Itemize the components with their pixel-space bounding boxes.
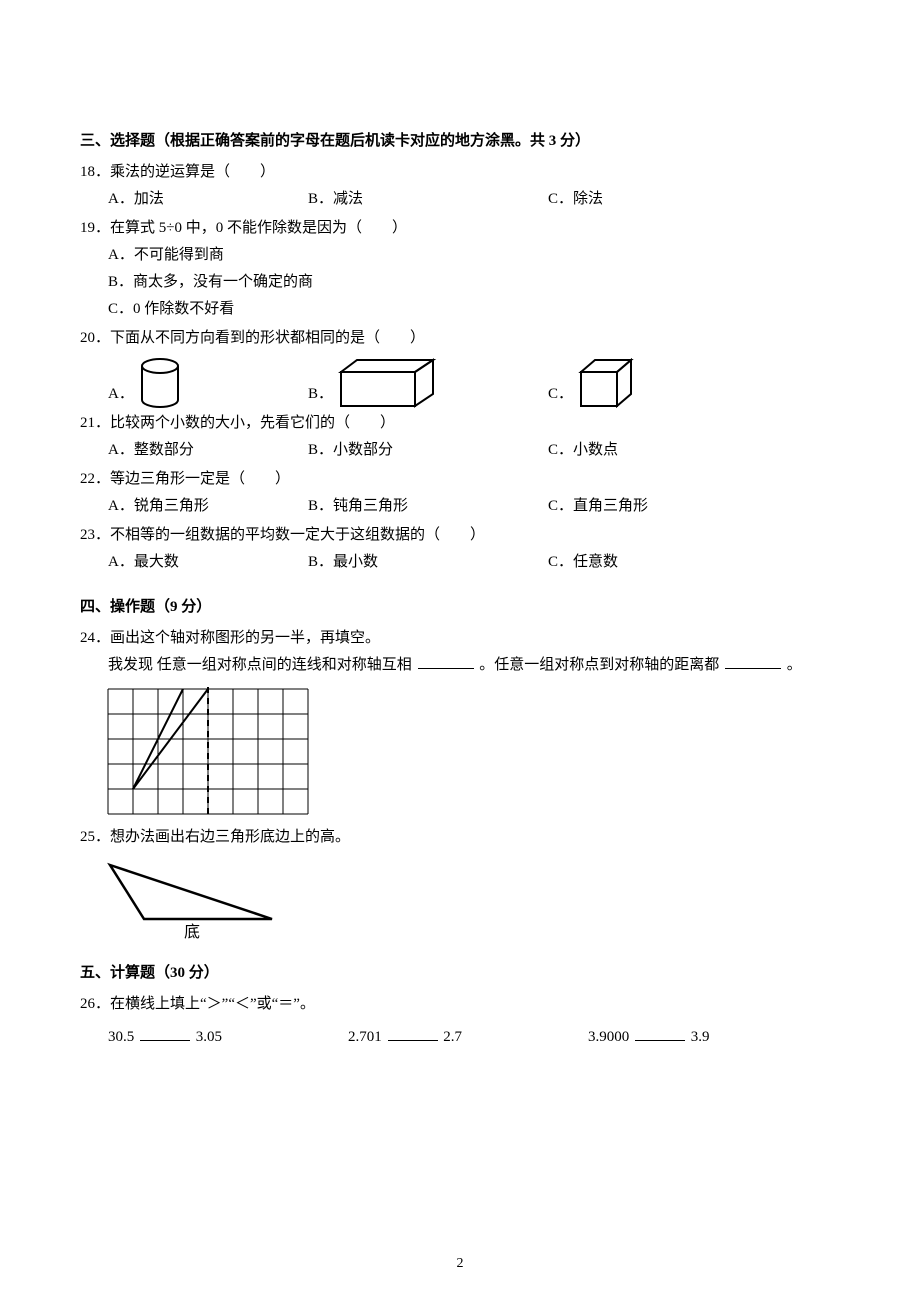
q22: 22．等边三角形一定是（ ） A．锐角三角形 B．钝角三角形 C．直角三角形	[80, 466, 840, 520]
triangle-icon: 底	[104, 857, 284, 942]
cylinder-icon	[138, 358, 182, 408]
cuboid-icon	[337, 358, 437, 408]
page-number: 2	[0, 1251, 920, 1276]
q24-text: 24．画出这个轴对称图形的另一半，再填空。	[80, 625, 840, 652]
q20-opt-a: A．	[108, 358, 308, 408]
q26-item-2: 3.9000 3.9	[588, 1024, 828, 1051]
section5-title: 五、计算题（30 分）	[80, 960, 840, 987]
q18-opt-b: B．减法	[308, 186, 548, 213]
q20-opt-b: B．	[308, 358, 548, 408]
q24-fill-end: 。	[787, 657, 802, 673]
q21-opt-c: C．小数点	[548, 437, 748, 464]
q21: 21．比较两个小数的大小，先看它们的（ ） A．整数部分 B．小数部分 C．小数…	[80, 410, 840, 464]
q19-opt-c: C．0 作除数不好看	[108, 296, 840, 323]
q23-opt-b: B．最小数	[308, 549, 548, 576]
q26-1-blank	[388, 1025, 438, 1041]
q26-0-right: 3.05	[196, 1029, 222, 1045]
q19-opt-b: B．商太多，没有一个确定的商	[108, 269, 840, 296]
symmetry-grid-icon	[104, 685, 312, 818]
q21-text: 21．比较两个小数的大小，先看它们的（ ）	[80, 410, 840, 437]
q19: 19．在算式 5÷0 中，0 不能作除数是因为（ ） A．不可能得到商 B．商太…	[80, 215, 840, 323]
q26-1-left: 2.701	[348, 1029, 382, 1045]
q26-item-1: 2.701 2.7	[348, 1024, 588, 1051]
q26-2-left: 3.9000	[588, 1029, 629, 1045]
q26-2-blank	[635, 1025, 685, 1041]
q20-opt-c: C．	[548, 358, 748, 408]
q22-opt-c: C．直角三角形	[548, 493, 748, 520]
q24-blank1	[418, 653, 474, 669]
q25-text: 25．想办法画出右边三角形底边上的高。	[80, 824, 840, 851]
q23-text: 23．不相等的一组数据的平均数一定大于这组数据的（ ）	[80, 522, 840, 549]
q18: 18．乘法的逆运算是（ ） A．加法 B．减法 C．除法	[80, 159, 840, 213]
q24-fill-pre: 我发现 任意一组对称点间的连线和对称轴互相	[108, 657, 412, 673]
q23: 23．不相等的一组数据的平均数一定大于这组数据的（ ） A．最大数 B．最小数 …	[80, 522, 840, 576]
q24-grid-wrap	[104, 685, 840, 818]
q19-text: 19．在算式 5÷0 中，0 不能作除数是因为（ ）	[80, 215, 840, 242]
q21-options: A．整数部分 B．小数部分 C．小数点	[108, 437, 840, 464]
q22-options: A．锐角三角形 B．钝角三角形 C．直角三角形	[108, 493, 840, 520]
q18-opt-c: C．除法	[548, 186, 748, 213]
q18-text: 18．乘法的逆运算是（ ）	[80, 159, 840, 186]
q25-triangle-wrap: 底	[104, 857, 840, 942]
q26-items: 30.5 3.05 2.701 2.7 3.9000 3.9	[108, 1024, 840, 1051]
q23-opt-a: A．最大数	[108, 549, 308, 576]
q20-text: 20．下面从不同方向看到的形状都相同的是（ ）	[80, 325, 840, 352]
q26: 26．在横线上填上“＞”“＜”或“＝”。 30.5 3.05 2.701 2.7…	[80, 991, 840, 1051]
q23-opt-c: C．任意数	[548, 549, 748, 576]
q23-options: A．最大数 B．最小数 C．任意数	[108, 549, 840, 576]
q24-fill: 我发现 任意一组对称点间的连线和对称轴互相 。任意一组对称点到对称轴的距离都 。	[108, 652, 840, 679]
q20-opt-a-label: A．	[108, 381, 134, 408]
q24: 24．画出这个轴对称图形的另一半，再填空。 我发现 任意一组对称点间的连线和对称…	[80, 625, 840, 818]
q19-opt-a: A．不可能得到商	[108, 242, 840, 269]
q24-fill-mid: 。任意一组对称点到对称轴的距离都	[479, 657, 719, 673]
q21-opt-b: B．小数部分	[308, 437, 548, 464]
q26-text: 26．在横线上填上“＞”“＜”或“＝”。	[80, 991, 840, 1018]
q25: 25．想办法画出右边三角形底边上的高。 底	[80, 824, 840, 942]
q20-opt-b-label: B．	[308, 381, 333, 408]
triangle-base-label: 底	[184, 923, 200, 941]
q26-item-0: 30.5 3.05	[108, 1024, 348, 1051]
q26-0-left: 30.5	[108, 1029, 134, 1045]
q24-blank2	[725, 653, 781, 669]
q18-options: A．加法 B．减法 C．除法	[108, 186, 840, 213]
page: 三、选择题（根据正确答案前的字母在题后机读卡对应的地方涂黑。共 3 分） 18．…	[0, 0, 920, 1302]
section3-title: 三、选择题（根据正确答案前的字母在题后机读卡对应的地方涂黑。共 3 分）	[80, 128, 840, 155]
q22-text: 22．等边三角形一定是（ ）	[80, 466, 840, 493]
q26-0-blank	[140, 1025, 190, 1041]
q26-2-right: 3.9	[691, 1029, 710, 1045]
q20: 20．下面从不同方向看到的形状都相同的是（ ） A． B．	[80, 325, 840, 408]
q18-opt-a: A．加法	[108, 186, 308, 213]
q20-opt-c-label: C．	[548, 381, 573, 408]
q26-1-right: 2.7	[443, 1029, 462, 1045]
q22-opt-a: A．锐角三角形	[108, 493, 308, 520]
cube-icon	[577, 358, 635, 408]
q20-options: A． B． C．	[108, 358, 840, 408]
q22-opt-b: B．钝角三角形	[308, 493, 548, 520]
q21-opt-a: A．整数部分	[108, 437, 308, 464]
section4-title: 四、操作题（9 分）	[80, 594, 840, 621]
